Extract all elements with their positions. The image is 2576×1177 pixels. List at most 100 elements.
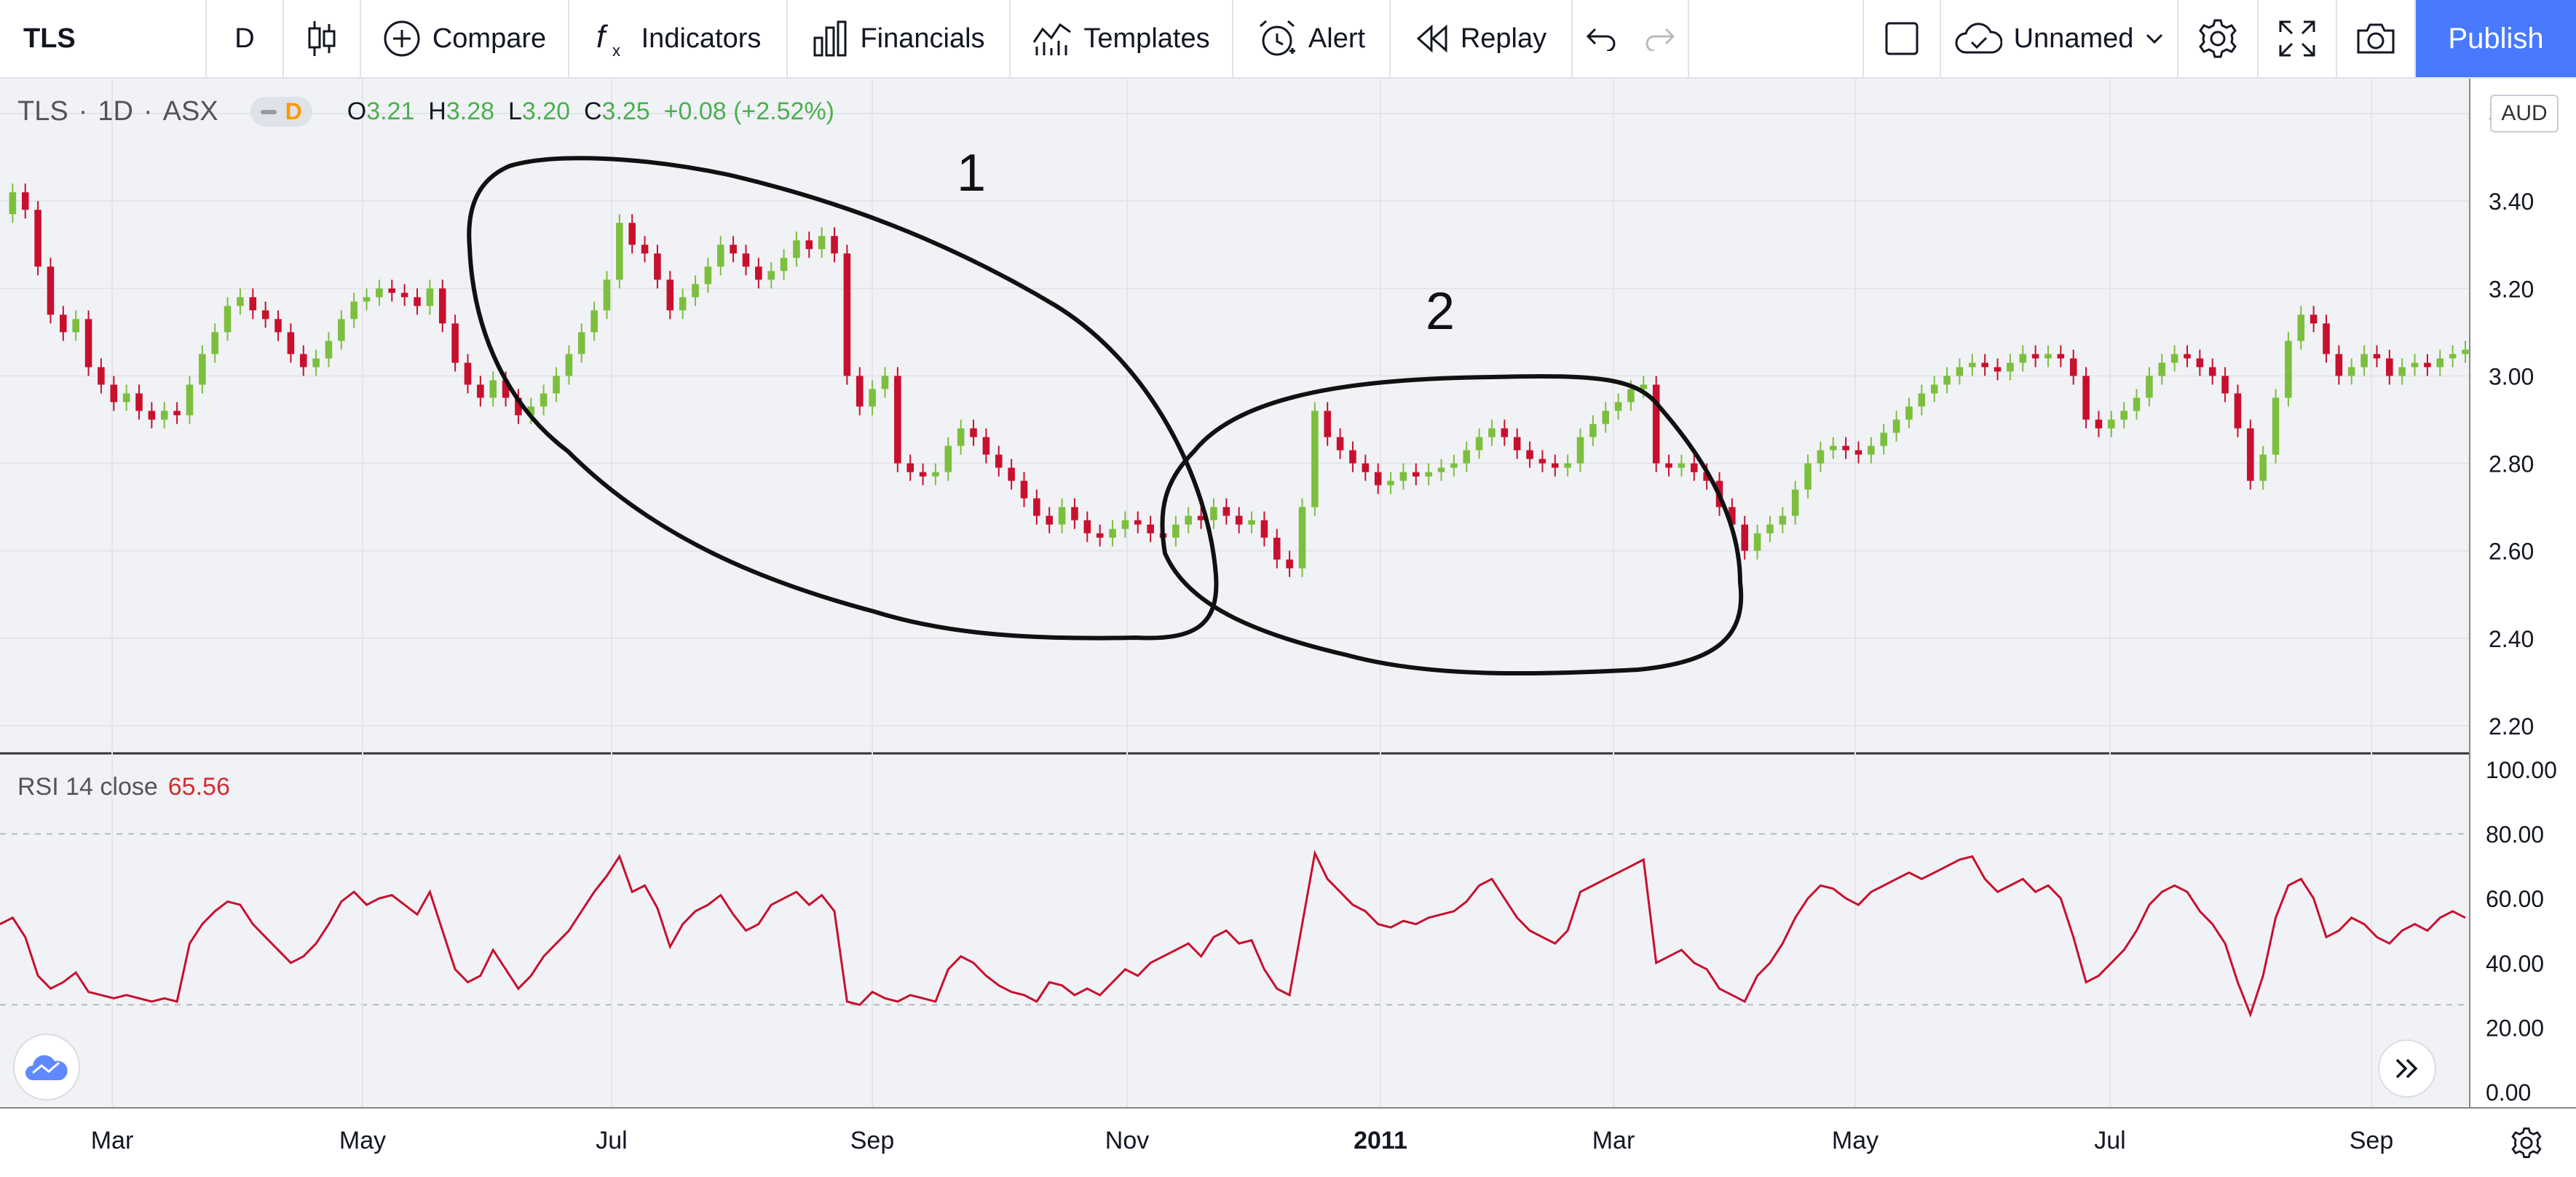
candle-body (2386, 358, 2393, 376)
rsi-tick-label: 100.00 (2486, 757, 2557, 783)
price-series (9, 183, 2469, 577)
candle-body (148, 411, 156, 420)
undo-icon (1587, 28, 1616, 51)
time-tick-label: Jul (2094, 1127, 2125, 1154)
candle-body (793, 240, 800, 258)
price-tick-label: 3.00 (2489, 363, 2534, 389)
annotation-circle-2 (1160, 373, 1744, 676)
candle-body (1185, 515, 1193, 525)
candle-body (2221, 376, 2229, 394)
candle-body (843, 253, 851, 376)
candle-body (426, 288, 434, 306)
candle-body (1930, 384, 1938, 394)
candle-body (704, 266, 712, 285)
publish-button[interactable]: Publish (2416, 0, 2576, 77)
gear-icon (2199, 19, 2237, 58)
candle-body (1134, 520, 1142, 525)
candle-body (527, 406, 535, 416)
candle-body (1753, 533, 1761, 551)
scroll-to-realtime-button[interactable] (2378, 1039, 2436, 1098)
undo-button[interactable] (1573, 0, 1631, 77)
candle-body (477, 384, 484, 398)
symbol-label: TLS (23, 23, 76, 54)
candle-body (957, 428, 965, 446)
time-axis[interactable]: Mar May Jul Sep Nov 2011 Mar May Jul Sep (0, 1107, 2576, 1177)
candle-body (2398, 367, 2406, 376)
candle-body (1463, 450, 1471, 464)
candle-body (1374, 472, 1382, 486)
screenshot-button[interactable] (2337, 0, 2416, 77)
candle-body (1868, 445, 1875, 455)
candle-body (1918, 393, 1926, 407)
candle-body (287, 332, 295, 354)
candle-body (1412, 472, 1420, 477)
candle-body (1614, 402, 1622, 411)
tradingview-logo-button[interactable] (13, 1034, 80, 1101)
candle-body (2158, 362, 2166, 376)
candle-body (2044, 354, 2052, 359)
candle-body (1804, 463, 1812, 490)
chart-settings-button[interactable] (2505, 1121, 2548, 1165)
rsi-tick-label: 40.00 (2486, 951, 2544, 977)
legend-separator: · (78, 96, 88, 127)
candle-body (1109, 528, 1116, 538)
candle-body (906, 463, 914, 472)
fullscreen-button[interactable] (2259, 0, 2337, 77)
candle-body (312, 358, 320, 368)
candle-body (1741, 524, 1749, 551)
candle-body (1235, 515, 1243, 525)
candle-body (21, 192, 29, 210)
compare-button[interactable]: Compare (361, 0, 569, 77)
interval-button[interactable]: D (207, 0, 284, 77)
currency-button[interactable]: AUD (2490, 95, 2559, 132)
candle-body (1197, 515, 1205, 520)
candle-body (1969, 362, 1976, 368)
candle-body (2234, 393, 2242, 429)
candle-body (1210, 507, 1217, 520)
candle-body (72, 319, 79, 333)
rsi-value: 65.56 (167, 773, 230, 801)
chevron-down-icon (2146, 33, 2163, 44)
settings-button[interactable] (2178, 0, 2259, 77)
candle-body (1298, 507, 1306, 568)
rsi-axis[interactable]: 100.00 80.00 60.00 40.00 20.00 0.00 (2486, 757, 2557, 1106)
replay-button[interactable]: Replay (1391, 0, 1573, 77)
candle-body (1981, 362, 1988, 368)
annotation-label-1: 1 (957, 144, 986, 202)
select-box-button[interactable] (1864, 0, 1941, 77)
data-status-badge[interactable]: D (250, 97, 312, 127)
annotation-circle-1 (467, 156, 1219, 641)
chart-type-button[interactable] (284, 0, 361, 77)
candle-body (1437, 467, 1445, 472)
candle-body (1665, 463, 1672, 468)
price-axis[interactable]: 3.603.403.203.002.802.602.402.20 (2469, 79, 2576, 1177)
time-axis-background (0, 1108, 2576, 1177)
templates-button[interactable]: Templates (1011, 0, 1233, 77)
low-label: L (507, 98, 522, 125)
symbol-search-button[interactable]: TLS (0, 0, 207, 77)
redo-button[interactable] (1631, 0, 1689, 77)
grid-lines (0, 79, 2576, 1108)
toolbar-spacer (1689, 0, 1864, 77)
candle-body (1071, 507, 1078, 520)
financials-button[interactable]: Financials (788, 0, 1011, 77)
candle-body (1273, 537, 1281, 560)
candle-body (1362, 463, 1370, 472)
candle-body (2031, 354, 2039, 359)
candle-body (2424, 362, 2431, 368)
candle-body (1008, 467, 1015, 481)
alert-button[interactable]: Alert (1233, 0, 1391, 77)
candle-body (2095, 419, 2103, 429)
layout-name-button[interactable]: Unnamed (1941, 0, 2178, 77)
legend-exchange: ASX (162, 96, 218, 127)
plus-circle-icon (384, 20, 420, 57)
price-axis-background (2470, 79, 2576, 1177)
candle-body (350, 301, 357, 320)
candle-body (894, 376, 901, 464)
candle-body (982, 437, 990, 455)
candle-body (414, 297, 421, 306)
candle-body (2069, 358, 2077, 376)
double-chevron-right-icon (2395, 1058, 2418, 1079)
